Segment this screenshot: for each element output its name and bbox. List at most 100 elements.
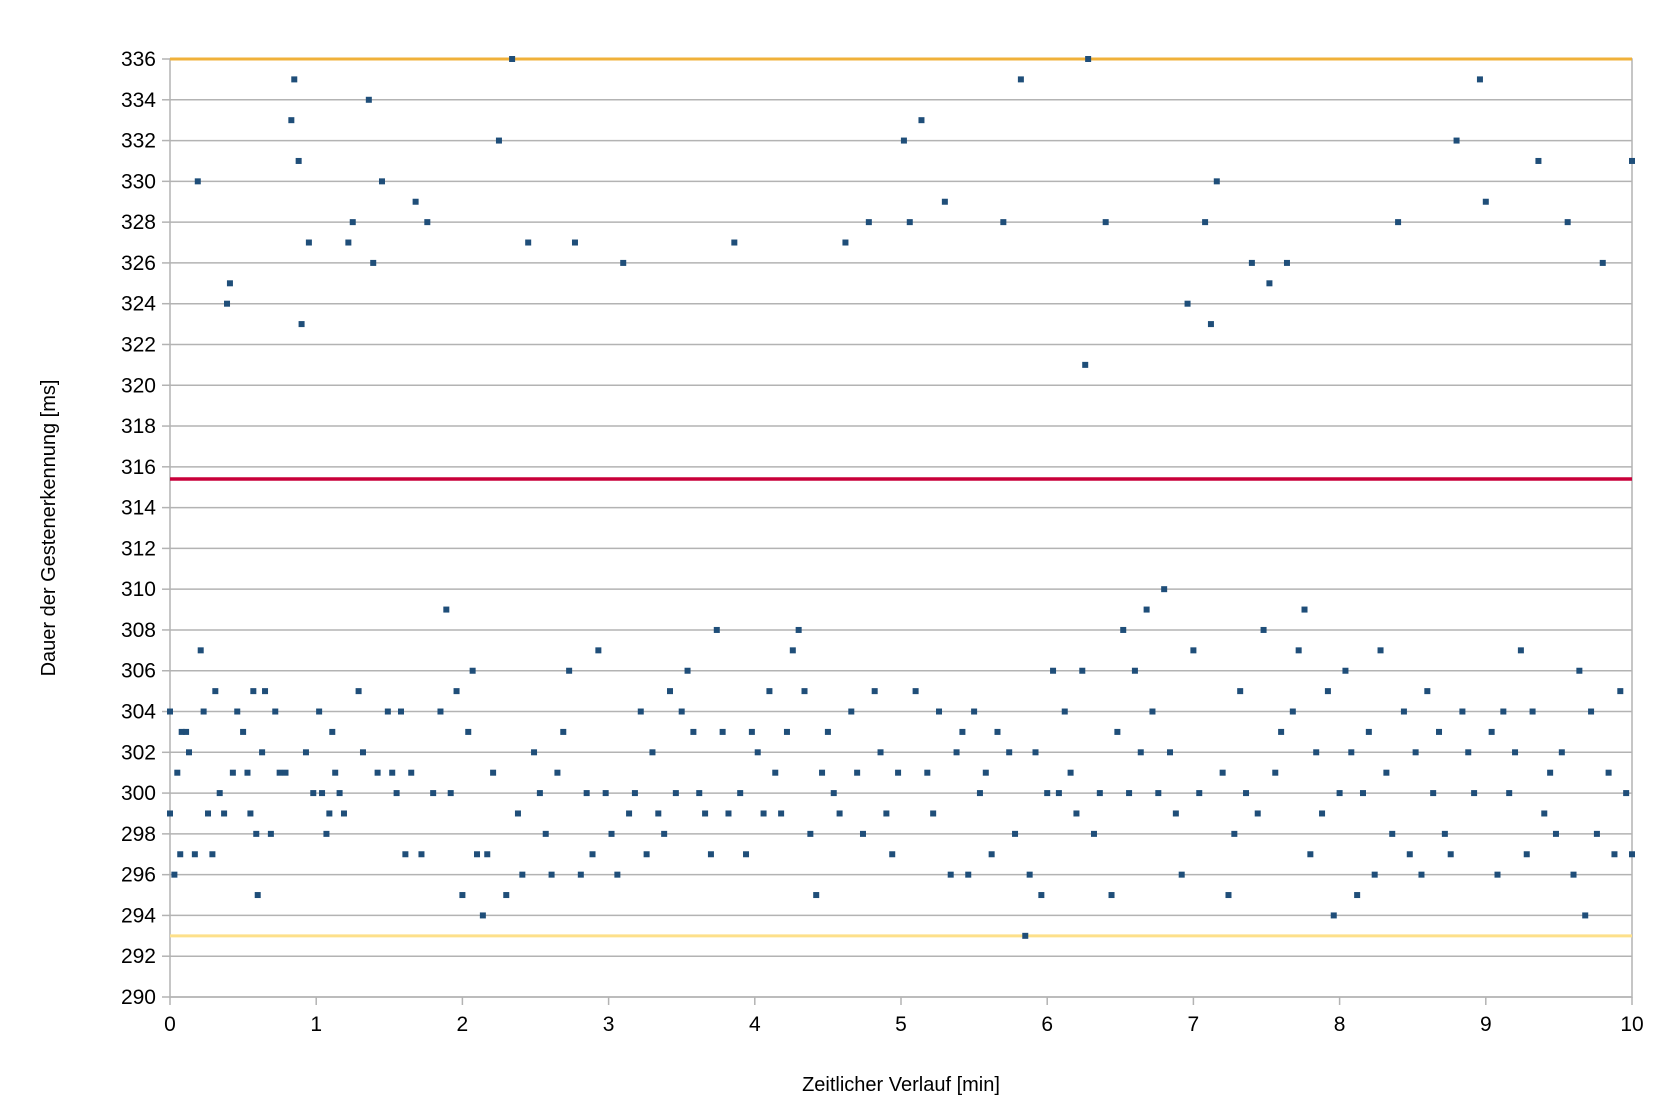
- data-point: [1231, 830, 1238, 837]
- data-point: [418, 851, 425, 858]
- data-point: [323, 830, 330, 837]
- data-point: [186, 749, 193, 756]
- data-point: [725, 810, 732, 817]
- data-point: [209, 851, 216, 858]
- x-tick-label: 10: [1620, 1013, 1643, 1036]
- data-point: [1006, 749, 1013, 756]
- data-point: [971, 708, 978, 715]
- data-point: [1482, 198, 1489, 205]
- data-point: [1225, 892, 1232, 899]
- data-point: [536, 790, 543, 797]
- data-point: [1611, 851, 1618, 858]
- data-point: [267, 830, 274, 837]
- y-tick-label: 314: [121, 497, 156, 520]
- data-point: [743, 851, 750, 858]
- data-point: [848, 708, 855, 715]
- data-point: [889, 851, 896, 858]
- data-point: [906, 219, 913, 226]
- data-point: [1254, 810, 1261, 817]
- data-point: [930, 810, 937, 817]
- data-point: [643, 851, 650, 858]
- data-point: [824, 728, 831, 735]
- data-point: [459, 892, 466, 899]
- data-point: [393, 790, 400, 797]
- data-point: [259, 749, 266, 756]
- data-point: [953, 749, 960, 756]
- data-point: [548, 871, 555, 878]
- data-point: [859, 830, 866, 837]
- data-point: [519, 871, 526, 878]
- data-point: [1570, 871, 1577, 878]
- data-point: [1044, 790, 1051, 797]
- data-point: [1155, 790, 1162, 797]
- data-point: [1547, 769, 1554, 776]
- data-point: [250, 688, 257, 695]
- data-point: [240, 728, 247, 735]
- data-point: [1196, 790, 1203, 797]
- data-point: [560, 728, 567, 735]
- data-point: [1307, 851, 1314, 858]
- data-point: [620, 259, 627, 266]
- data-point: [298, 321, 305, 328]
- data-point: [1319, 810, 1326, 817]
- data-point: [174, 769, 181, 776]
- data-point: [830, 790, 837, 797]
- data-point: [1143, 606, 1150, 613]
- data-point: [509, 56, 516, 62]
- y-tick-label: 294: [121, 904, 156, 927]
- data-point: [1459, 708, 1466, 715]
- data-point: [1436, 728, 1443, 735]
- data-point: [1523, 851, 1530, 858]
- data-point: [608, 830, 615, 837]
- data-point: [397, 708, 404, 715]
- data-point: [345, 239, 352, 246]
- data-point: [877, 749, 884, 756]
- data-point: [200, 708, 207, 715]
- y-tick-label: 318: [121, 415, 156, 438]
- data-point: [226, 280, 233, 287]
- data-point: [465, 728, 472, 735]
- data-point: [291, 76, 298, 83]
- y-tick-label: 304: [121, 701, 156, 724]
- data-point: [1476, 76, 1483, 83]
- data-point: [167, 810, 173, 817]
- data-point: [976, 790, 983, 797]
- data-point: [912, 688, 919, 695]
- data-point: [167, 708, 173, 715]
- data-point: [542, 830, 549, 837]
- data-point: [1090, 830, 1097, 837]
- data-point: [1038, 892, 1045, 899]
- data-point: [205, 810, 212, 817]
- data-point: [479, 912, 486, 919]
- data-point: [1213, 178, 1220, 185]
- x-tick-label: 8: [1334, 1013, 1346, 1036]
- data-point: [602, 790, 609, 797]
- data-point: [994, 728, 1001, 735]
- data-point: [1599, 259, 1606, 266]
- data-point: [1022, 932, 1029, 939]
- data-point: [1576, 667, 1583, 674]
- data-point: [177, 851, 184, 858]
- data-point: [430, 790, 437, 797]
- data-point: [1342, 667, 1349, 674]
- data-point: [947, 871, 954, 878]
- data-point: [484, 851, 491, 858]
- data-point: [336, 790, 343, 797]
- y-tick-label: 306: [121, 660, 156, 683]
- data-point: [1441, 830, 1448, 837]
- data-point: [1219, 769, 1226, 776]
- data-point: [1278, 728, 1285, 735]
- data-point: [760, 810, 767, 817]
- y-tick-label: 310: [121, 578, 156, 601]
- data-point: [262, 688, 269, 695]
- data-point: [900, 137, 907, 144]
- data-point: [1243, 790, 1250, 797]
- data-point: [737, 790, 744, 797]
- data-point: [1324, 688, 1331, 695]
- data-point: [1067, 769, 1074, 776]
- data-point: [883, 810, 890, 817]
- data-point: [1085, 56, 1092, 62]
